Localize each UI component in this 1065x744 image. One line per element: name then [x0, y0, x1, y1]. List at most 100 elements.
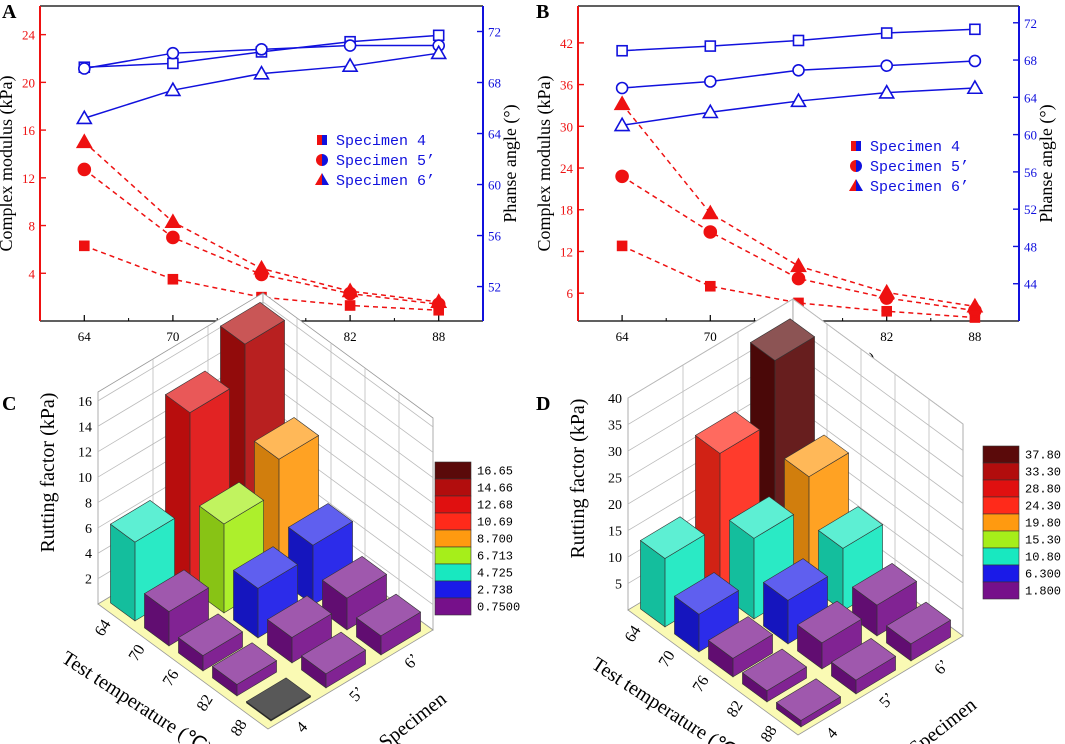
color-legend: 37.80 33.30 28.80 24.30 19.80 15.30 10.80 6.300…: [982, 445, 1061, 600]
legend-swatch-right: [322, 173, 329, 185]
legend-color-swatch: [982, 445, 1020, 464]
z-tick-label: 15: [608, 525, 622, 540]
bar-face-top: [164, 370, 231, 414]
z-tick-label: 14: [78, 420, 92, 435]
phase-point: [878, 84, 896, 99]
legend-entry: Specimen 5’: [850, 159, 969, 176]
bar-face-top: [321, 556, 388, 599]
y-right-tick-label: 44: [1024, 277, 1038, 292]
y-left-tick-label: 8: [29, 219, 36, 234]
bar-face-top: [639, 516, 706, 559]
bar-3d: [830, 637, 897, 695]
legend-color-swatch: [982, 462, 1020, 481]
bar-3d: [266, 595, 333, 664]
legend-swatch-left: [316, 154, 322, 166]
bar-face-top: [707, 616, 774, 659]
modulus-point: [166, 230, 180, 245]
modulus-point: [878, 283, 896, 299]
legend-swatch-right: [322, 154, 328, 166]
y-right-tick-label: 64: [488, 127, 502, 142]
bar-3d: [796, 600, 863, 670]
phase-point: [880, 27, 893, 39]
bar-face-top: [266, 595, 333, 638]
phase-point: [255, 43, 268, 56]
y-right-tick-label: 60: [1024, 128, 1037, 143]
phase-point: [166, 46, 180, 60]
phase-point: [966, 79, 984, 95]
phase-point: [78, 62, 91, 75]
legend-entry: Specimen 4: [317, 133, 426, 150]
y-left-tick-label: 24: [560, 161, 574, 176]
bar-face-top: [143, 569, 210, 612]
y-right-tick-label: 72: [1024, 16, 1037, 31]
legend-entry: Specimen 4: [851, 139, 960, 156]
y-right-tick-label: 56: [488, 229, 502, 244]
z-tick-label: 6: [85, 522, 92, 537]
y-right-tick-label: 52: [1024, 202, 1037, 217]
bar-face-top: [749, 318, 816, 361]
x-tick-label: 88: [432, 329, 445, 344]
legend-swatch-left: [315, 173, 322, 185]
chart-d: 5 10 15 20 25 30 35 40 Rutting factor (kPa) 64 70 7…: [567, 298, 1061, 744]
modulus-point: [77, 162, 92, 177]
temperature-tick-label: 64: [622, 623, 645, 646]
bar-face-top: [300, 631, 367, 675]
phase-point: [703, 75, 717, 88]
phase-point: [253, 64, 270, 80]
temperature-tick-label: 82: [194, 692, 217, 715]
legend-swatch-right: [856, 141, 861, 151]
legend-value-label: 12.68: [477, 499, 513, 513]
legend-swatch-left: [849, 179, 856, 191]
z-tick-label: 5: [615, 578, 622, 593]
modulus-point: [701, 204, 719, 220]
phase-point: [75, 109, 93, 125]
legend-value-label: 14.66: [477, 482, 513, 496]
bar-face-top: [673, 572, 740, 615]
phase-point: [615, 81, 629, 95]
phase-point: [341, 57, 359, 72]
modulus-point: [616, 240, 628, 252]
z-tick-label: 10: [608, 551, 622, 566]
y-right-tick-label: 48: [1024, 239, 1037, 254]
z-tick-label: 25: [608, 472, 622, 487]
bar-face-top: [694, 411, 761, 454]
temperature-tick-label: 76: [160, 667, 183, 690]
y-left-tick-label: 6: [567, 286, 574, 301]
y-right-tick-label: 60: [488, 178, 501, 193]
x-tick-label: 70: [704, 329, 717, 344]
legend-color-swatch: [434, 478, 472, 497]
bar-face-top: [211, 642, 278, 685]
legend-entry: Specimen 5’: [316, 153, 435, 170]
bar-face-top: [355, 593, 422, 637]
modulus-point: [344, 300, 356, 311]
x-tick-label: 70: [166, 329, 179, 344]
z-tick-label: 20: [608, 498, 622, 513]
legend-value-label: 10.69: [477, 516, 513, 530]
y-left-tick-label: 36: [560, 78, 574, 93]
modulus-point: [790, 257, 807, 273]
phase-point: [790, 92, 807, 108]
z-axis-title: Rutting factor (kPa): [567, 399, 589, 559]
bar-3d: [355, 593, 422, 656]
legend-value-label: 24.30: [1025, 500, 1061, 514]
y-left-tick-label: 20: [22, 75, 35, 90]
modulus-point: [704, 280, 716, 292]
temperature-tick-label: 82: [724, 698, 747, 721]
panel-label-d: D: [536, 393, 550, 415]
legend-label: Specimen 5’: [336, 153, 435, 170]
panel-label-c: C: [2, 393, 16, 415]
phase-point: [616, 44, 628, 57]
x-tick-label: 82: [880, 329, 893, 344]
specimen-tick-label: 4: [823, 725, 841, 742]
legend-color-swatch: [982, 530, 1020, 549]
legend-label: Specimen 4: [336, 133, 426, 150]
legend-label: Specimen 5’: [870, 159, 969, 176]
phase-point: [343, 39, 357, 52]
bar-3d: [143, 569, 210, 647]
bar-face-top: [796, 600, 863, 644]
specimen-tick-label: 5’: [346, 684, 368, 705]
bar-3d: [673, 572, 740, 653]
chart-c: 2 4 6 8 10 12 14 16 Rutting factor (kPa) 64 70 76 82…: [37, 292, 520, 744]
modulus-series-line: [621, 175, 976, 312]
